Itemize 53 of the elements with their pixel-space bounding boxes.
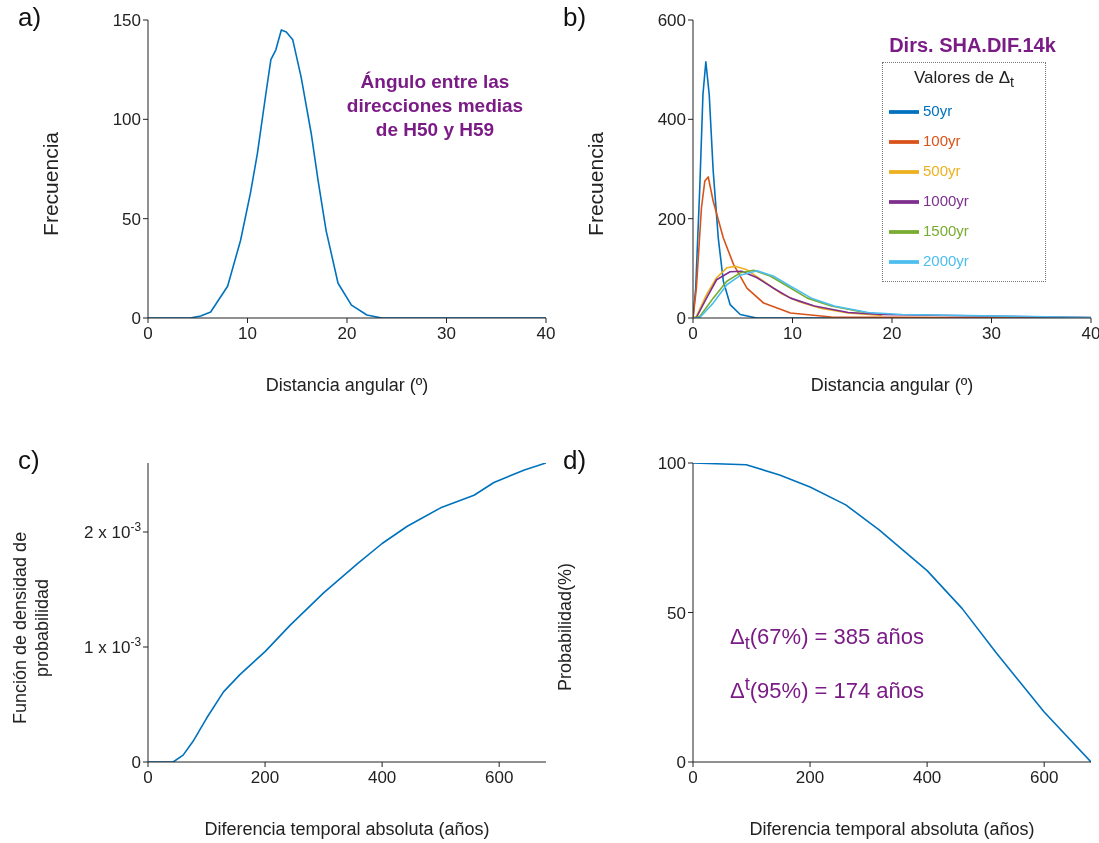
legend-label: 100yr	[923, 131, 961, 149]
y-tick-label: 600	[657, 11, 686, 31]
x-tick-label: 200	[250, 767, 280, 787]
y-axis-title: Frecuencia	[583, 132, 608, 236]
x-tick-label: 30	[437, 323, 456, 343]
x-tick-label: 40	[1081, 323, 1099, 343]
y-axis-title: Función de densidad de probabilidad	[10, 530, 53, 726]
chart-title: b)	[563, 2, 587, 33]
legend-label: 50yr	[923, 101, 953, 119]
y-tick-label: 0	[676, 309, 686, 329]
annotation: Δ$_{t}$(67%) = 385 años	[730, 623, 926, 656]
x-axis-title: Diferencia temporal absoluta (años)	[203, 819, 491, 840]
y-tick-label: 1 x 10$^{-3}$	[84, 635, 142, 658]
legend-label: 1500yr	[923, 221, 969, 239]
legend-label: 1000yr	[923, 191, 969, 209]
x-tick-label: 10	[783, 323, 802, 343]
x-tick-label: 20	[337, 323, 357, 343]
y-tick-label: 2 x 10$^{-3}$	[84, 520, 142, 543]
chart-title: a)	[18, 2, 42, 33]
y-tick-label: 0	[131, 753, 141, 773]
annotation: Δ$^{t}$(95%) = 174 años	[730, 673, 926, 705]
x-tick-label: 400	[912, 767, 942, 787]
legend-label: 500yr	[923, 161, 961, 179]
y-tick-label: 200	[657, 209, 686, 229]
annotation: Dirs. SHA.DIF.14k	[888, 33, 1057, 58]
line-series	[693, 265, 883, 318]
legend-label: 2000yr	[923, 251, 969, 269]
line-series	[693, 269, 866, 318]
annotation: Ángulo entre las direcciones medias de H50 y H59	[345, 70, 525, 142]
y-tick-label: 50	[122, 209, 141, 229]
x-tick-label: 600	[484, 767, 514, 787]
x-tick-label: 10	[238, 323, 257, 343]
x-axis-title: Distancia angular (º)	[264, 375, 430, 396]
chart-title: d)	[563, 445, 587, 476]
y-axis-title: Probabilidad(%)	[555, 563, 576, 692]
x-axis-title: Distancia angular (º)	[809, 375, 975, 396]
x-tick-label: 200	[795, 767, 825, 787]
y-tick-label: 50	[667, 603, 686, 623]
x-tick-label: 400	[367, 767, 397, 787]
y-tick-label: 0	[131, 309, 141, 329]
legend-title: Valores de Δ$_{t}$	[913, 68, 1015, 91]
x-tick-label: 30	[982, 323, 1001, 343]
x-tick-label: 40	[536, 323, 556, 343]
y-tick-label: 150	[112, 11, 141, 31]
y-tick-label: 100	[112, 110, 141, 130]
y-tick-label: 400	[657, 110, 686, 130]
y-tick-label: 0	[676, 753, 686, 773]
chart-title: c)	[18, 445, 40, 476]
x-tick-label: 600	[1029, 767, 1059, 787]
y-tick-label: 100	[657, 454, 686, 474]
x-tick-label: 20	[882, 323, 902, 343]
y-axis-title: Frecuencia	[38, 132, 63, 236]
x-axis-title: Diferencia temporal absoluta (años)	[748, 819, 1036, 840]
